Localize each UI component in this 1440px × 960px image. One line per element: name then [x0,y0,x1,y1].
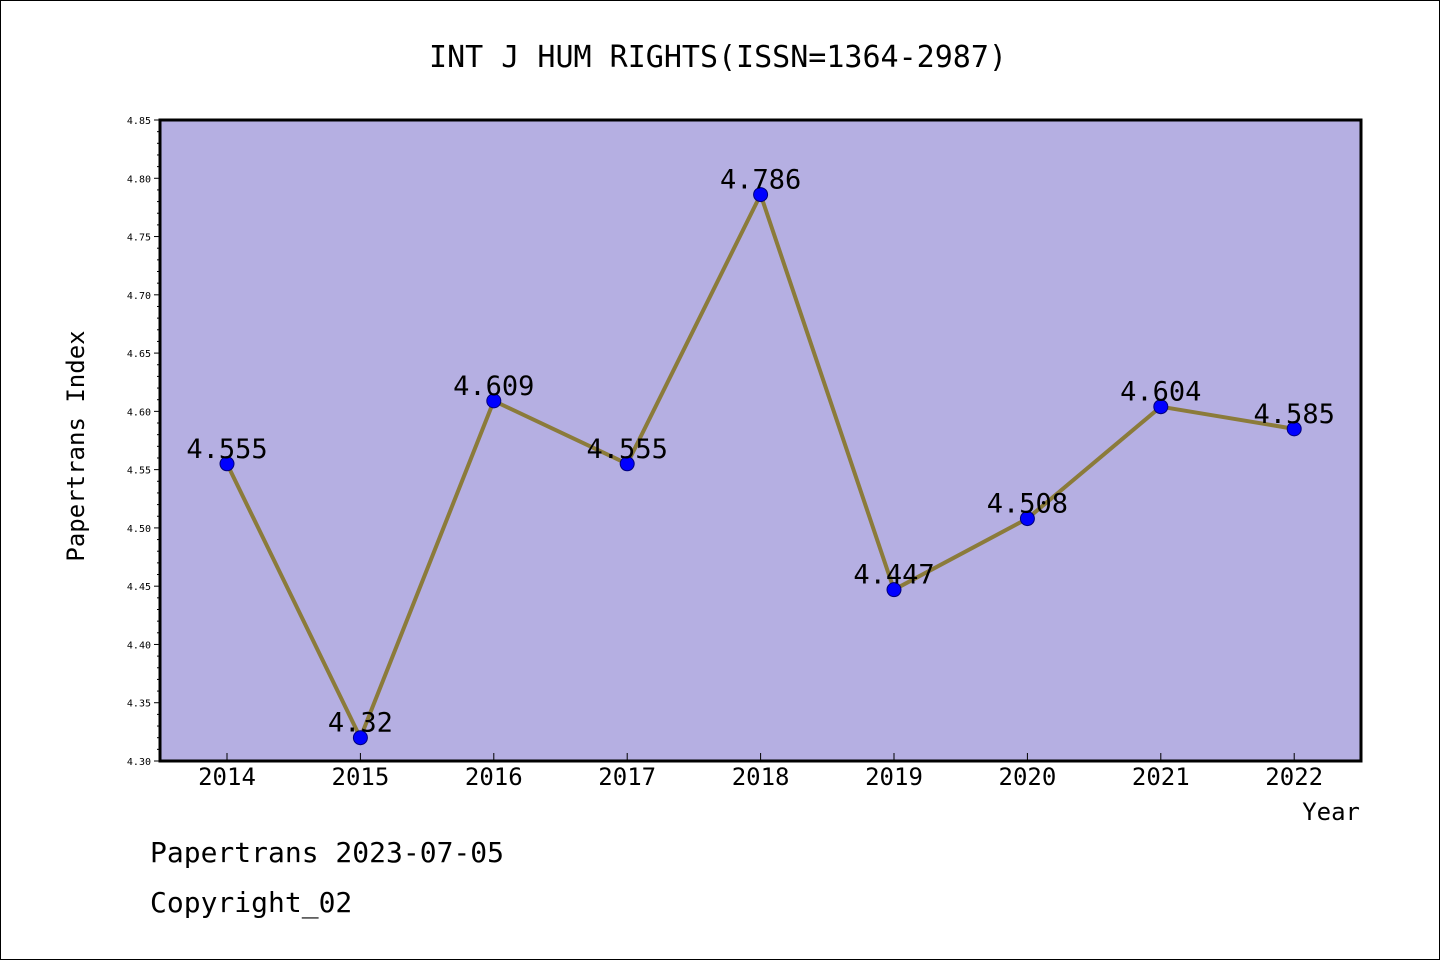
data-label: 4.32 [328,708,393,739]
series-papertrans-index [219,187,1302,746]
x-tick-label: 2017 [598,763,656,791]
data-label: 4.786 [720,165,801,196]
data-point [1286,421,1302,437]
data-label: 4.585 [1254,399,1335,430]
y-tick-label: 4.75 [127,233,151,244]
x-tick-label: 2021 [1132,763,1190,791]
data-label: 4.609 [453,371,534,402]
y-tick-label: 4.50 [127,524,151,535]
data-label: 4.555 [587,434,668,465]
y-tick-label: 4.70 [127,291,151,302]
data-point [619,456,635,472]
plot-area [158,118,1363,763]
x-tick-label: 2016 [465,763,523,791]
data-labels: 4.555 4.32 4.609 4.555 4.786 4.447 4.508 4.604 4… [186,165,1334,739]
y-axis: 4.30 4.35 4.40 4.45 4.50 4.55 4.60 4.65 4.70 4.75… [127,116,160,768]
chart-title: INT J HUM RIGHTS(ISSN=1364-2987) [429,40,1007,75]
data-point [1019,511,1035,527]
y-tick-label: 4.30 [127,757,151,768]
data-point [352,730,368,746]
x-tick-label: 2019 [865,763,923,791]
footer-date: Papertrans 2023-07-05 [150,836,505,869]
x-tick-label: 2015 [332,763,390,791]
data-point [1153,399,1169,415]
data-label: 4.508 [987,489,1068,520]
x-axis-label: Year [1302,798,1360,826]
data-label: 4.555 [186,434,267,465]
data-point [886,582,902,598]
y-tick-label: 4.60 [127,407,151,418]
y-tick-label: 4.65 [127,349,151,360]
y-tick-label: 4.85 [127,116,151,127]
x-tick-label: 2018 [732,763,790,791]
data-point [219,456,235,472]
x-tick-label: 2014 [198,763,256,791]
x-tick-label: 2020 [999,763,1057,791]
y-tick-label: 4.35 [127,699,151,710]
x-tick-label: 2022 [1265,763,1323,791]
data-point [753,187,769,203]
data-label: 4.447 [853,560,934,591]
y-axis-label: Papertrans Index [62,330,90,561]
footer-copyright: Copyright_02 [150,886,353,919]
data-label: 4.604 [1120,377,1201,408]
y-tick-label: 4.40 [127,640,151,651]
x-axis: 2014 2015 2016 2017 2018 2019 2020 2021 2022 [198,753,1323,791]
y-tick-label: 4.80 [127,174,151,185]
data-point [486,393,502,409]
y-tick-label: 4.45 [127,582,151,593]
y-tick-label: 4.55 [127,466,151,477]
